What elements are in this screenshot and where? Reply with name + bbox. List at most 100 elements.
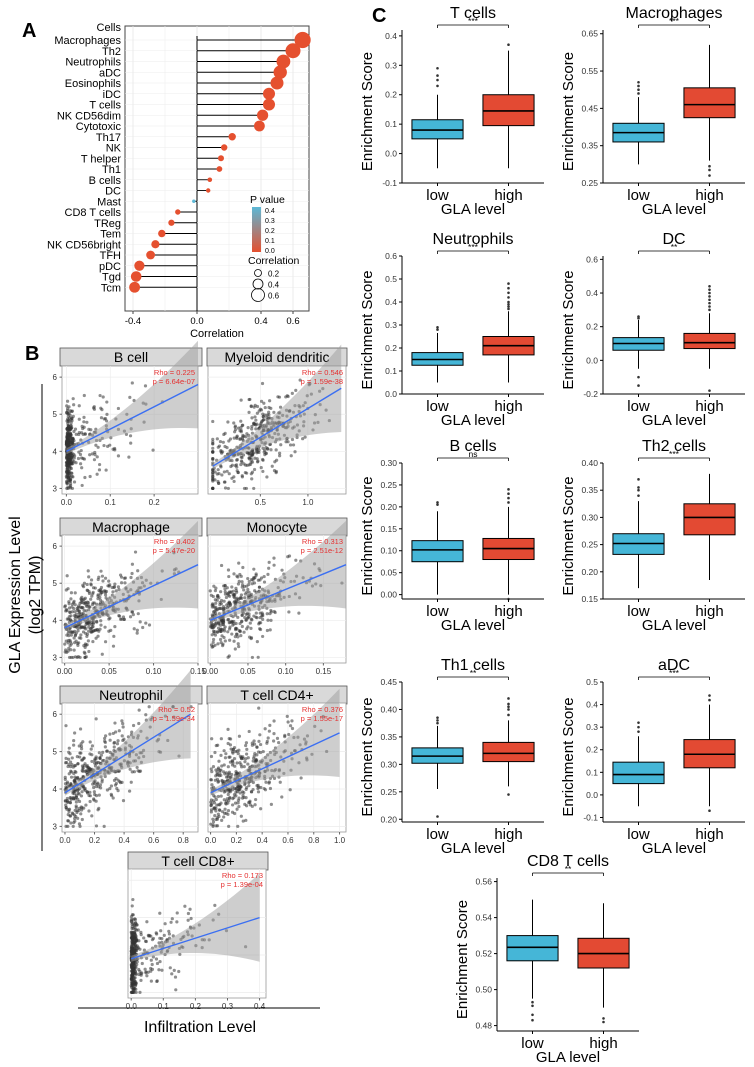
scatter-point xyxy=(265,413,269,417)
scatter-point xyxy=(173,975,178,979)
scatter-point xyxy=(130,942,134,946)
y-tick-label: 3 xyxy=(53,822,58,831)
scatter-point xyxy=(215,777,220,781)
y-tick-label: 0.15 xyxy=(380,524,397,534)
stat-rho: Rho = 0.376 xyxy=(302,705,343,714)
y-tick-label: 4 xyxy=(53,447,58,456)
scatter-point xyxy=(120,719,124,723)
scatter-point xyxy=(68,801,72,805)
scatter-point xyxy=(252,581,257,585)
outlier-point xyxy=(531,1013,534,1017)
scatter-point xyxy=(221,607,225,611)
scatter-point xyxy=(242,765,246,769)
scatter-point xyxy=(228,760,233,764)
scatter-point xyxy=(100,574,104,578)
scatter-point xyxy=(249,617,253,621)
x-axis-title: GLA level xyxy=(441,617,505,634)
scatter-point xyxy=(139,972,143,976)
lollipop-point xyxy=(129,281,141,293)
scatter-point xyxy=(189,916,193,921)
scatter-point xyxy=(87,629,91,633)
outlier-point xyxy=(507,492,510,496)
scatter-point xyxy=(76,776,80,780)
scatter-point xyxy=(252,739,256,743)
scatter-point xyxy=(259,807,263,811)
scatter-point xyxy=(218,637,223,642)
scatter-point xyxy=(116,585,120,589)
x-tick-label: 0.8 xyxy=(308,836,320,845)
scatter-point xyxy=(130,904,134,908)
scatter-point xyxy=(186,911,191,916)
scatter-point xyxy=(77,792,81,796)
scatter-point xyxy=(74,805,78,810)
scatter-point xyxy=(250,470,255,474)
scatter-point xyxy=(226,812,230,816)
scatter-point xyxy=(237,579,241,583)
scatter-point xyxy=(137,708,141,712)
scatter-point xyxy=(128,395,132,399)
scatter-point xyxy=(89,583,93,587)
scatter-point xyxy=(128,767,132,771)
y-tick-label: 0.55 xyxy=(581,66,598,76)
y-tick-label: 0.15 xyxy=(581,594,598,604)
scatter-point xyxy=(129,919,133,923)
scatter-point xyxy=(128,615,133,619)
x-tick-label: high xyxy=(695,187,723,204)
scatter-point xyxy=(217,759,221,763)
x-tick-label: 0.05 xyxy=(101,667,117,676)
scatter-point xyxy=(227,621,231,625)
scatter-point xyxy=(228,796,232,800)
scatter-point xyxy=(130,571,134,576)
x-tick-label: low xyxy=(426,603,449,620)
scatter-point xyxy=(85,420,89,424)
scatter-point xyxy=(214,743,218,748)
legend-size-label: 0.6 xyxy=(268,292,280,301)
scatter-point xyxy=(68,760,73,764)
scatter-point xyxy=(69,775,74,779)
scatter-point xyxy=(235,627,239,631)
outlier-point xyxy=(637,88,640,92)
scatter-point xyxy=(149,979,153,983)
x-axis-title: GLA level xyxy=(536,1049,600,1066)
scatter-point xyxy=(74,432,78,436)
significance-label: ns xyxy=(469,449,478,459)
scatter-point xyxy=(218,771,222,775)
y-tick-label: 0.4 xyxy=(385,31,397,41)
scatter-point xyxy=(223,444,227,449)
scatter-point xyxy=(219,618,223,623)
scatter-point xyxy=(263,452,267,457)
significance-label: ** xyxy=(565,864,572,874)
scatter-point xyxy=(294,558,298,562)
scatter-point xyxy=(235,465,239,469)
scatter-point xyxy=(253,589,257,593)
scatter-point xyxy=(67,600,71,604)
stat-p: p = 5.47e-20 xyxy=(153,546,195,555)
scatter-point xyxy=(67,757,71,761)
scatter-point xyxy=(64,761,68,765)
x-tick-label: 0.10 xyxy=(278,667,294,676)
scatter-point xyxy=(64,648,68,652)
lollipop-point xyxy=(146,250,156,260)
scatter-point xyxy=(211,820,216,824)
category-label: Th1 xyxy=(102,164,121,176)
lollipop-point xyxy=(130,271,142,282)
scatter-point xyxy=(249,460,253,464)
x-axis-title: GLA level xyxy=(642,201,706,218)
y-tick-label: 0.2 xyxy=(586,322,598,332)
scatter-point xyxy=(79,633,83,637)
scatter-point xyxy=(265,418,269,422)
scatter-point xyxy=(238,437,242,441)
scatter-point xyxy=(247,612,251,616)
scatter-point xyxy=(235,596,239,600)
x-tick-label: low xyxy=(426,187,449,204)
scatter-point xyxy=(84,803,88,807)
scatter-point xyxy=(278,451,282,455)
scatter-point xyxy=(214,817,218,822)
scatter-point xyxy=(80,605,84,610)
y-tick-label: 0.54 xyxy=(475,913,492,923)
scatter-point xyxy=(144,621,148,625)
scatter-point xyxy=(110,585,114,590)
scatter-point xyxy=(69,781,73,786)
x-tick-label: high xyxy=(494,398,522,415)
